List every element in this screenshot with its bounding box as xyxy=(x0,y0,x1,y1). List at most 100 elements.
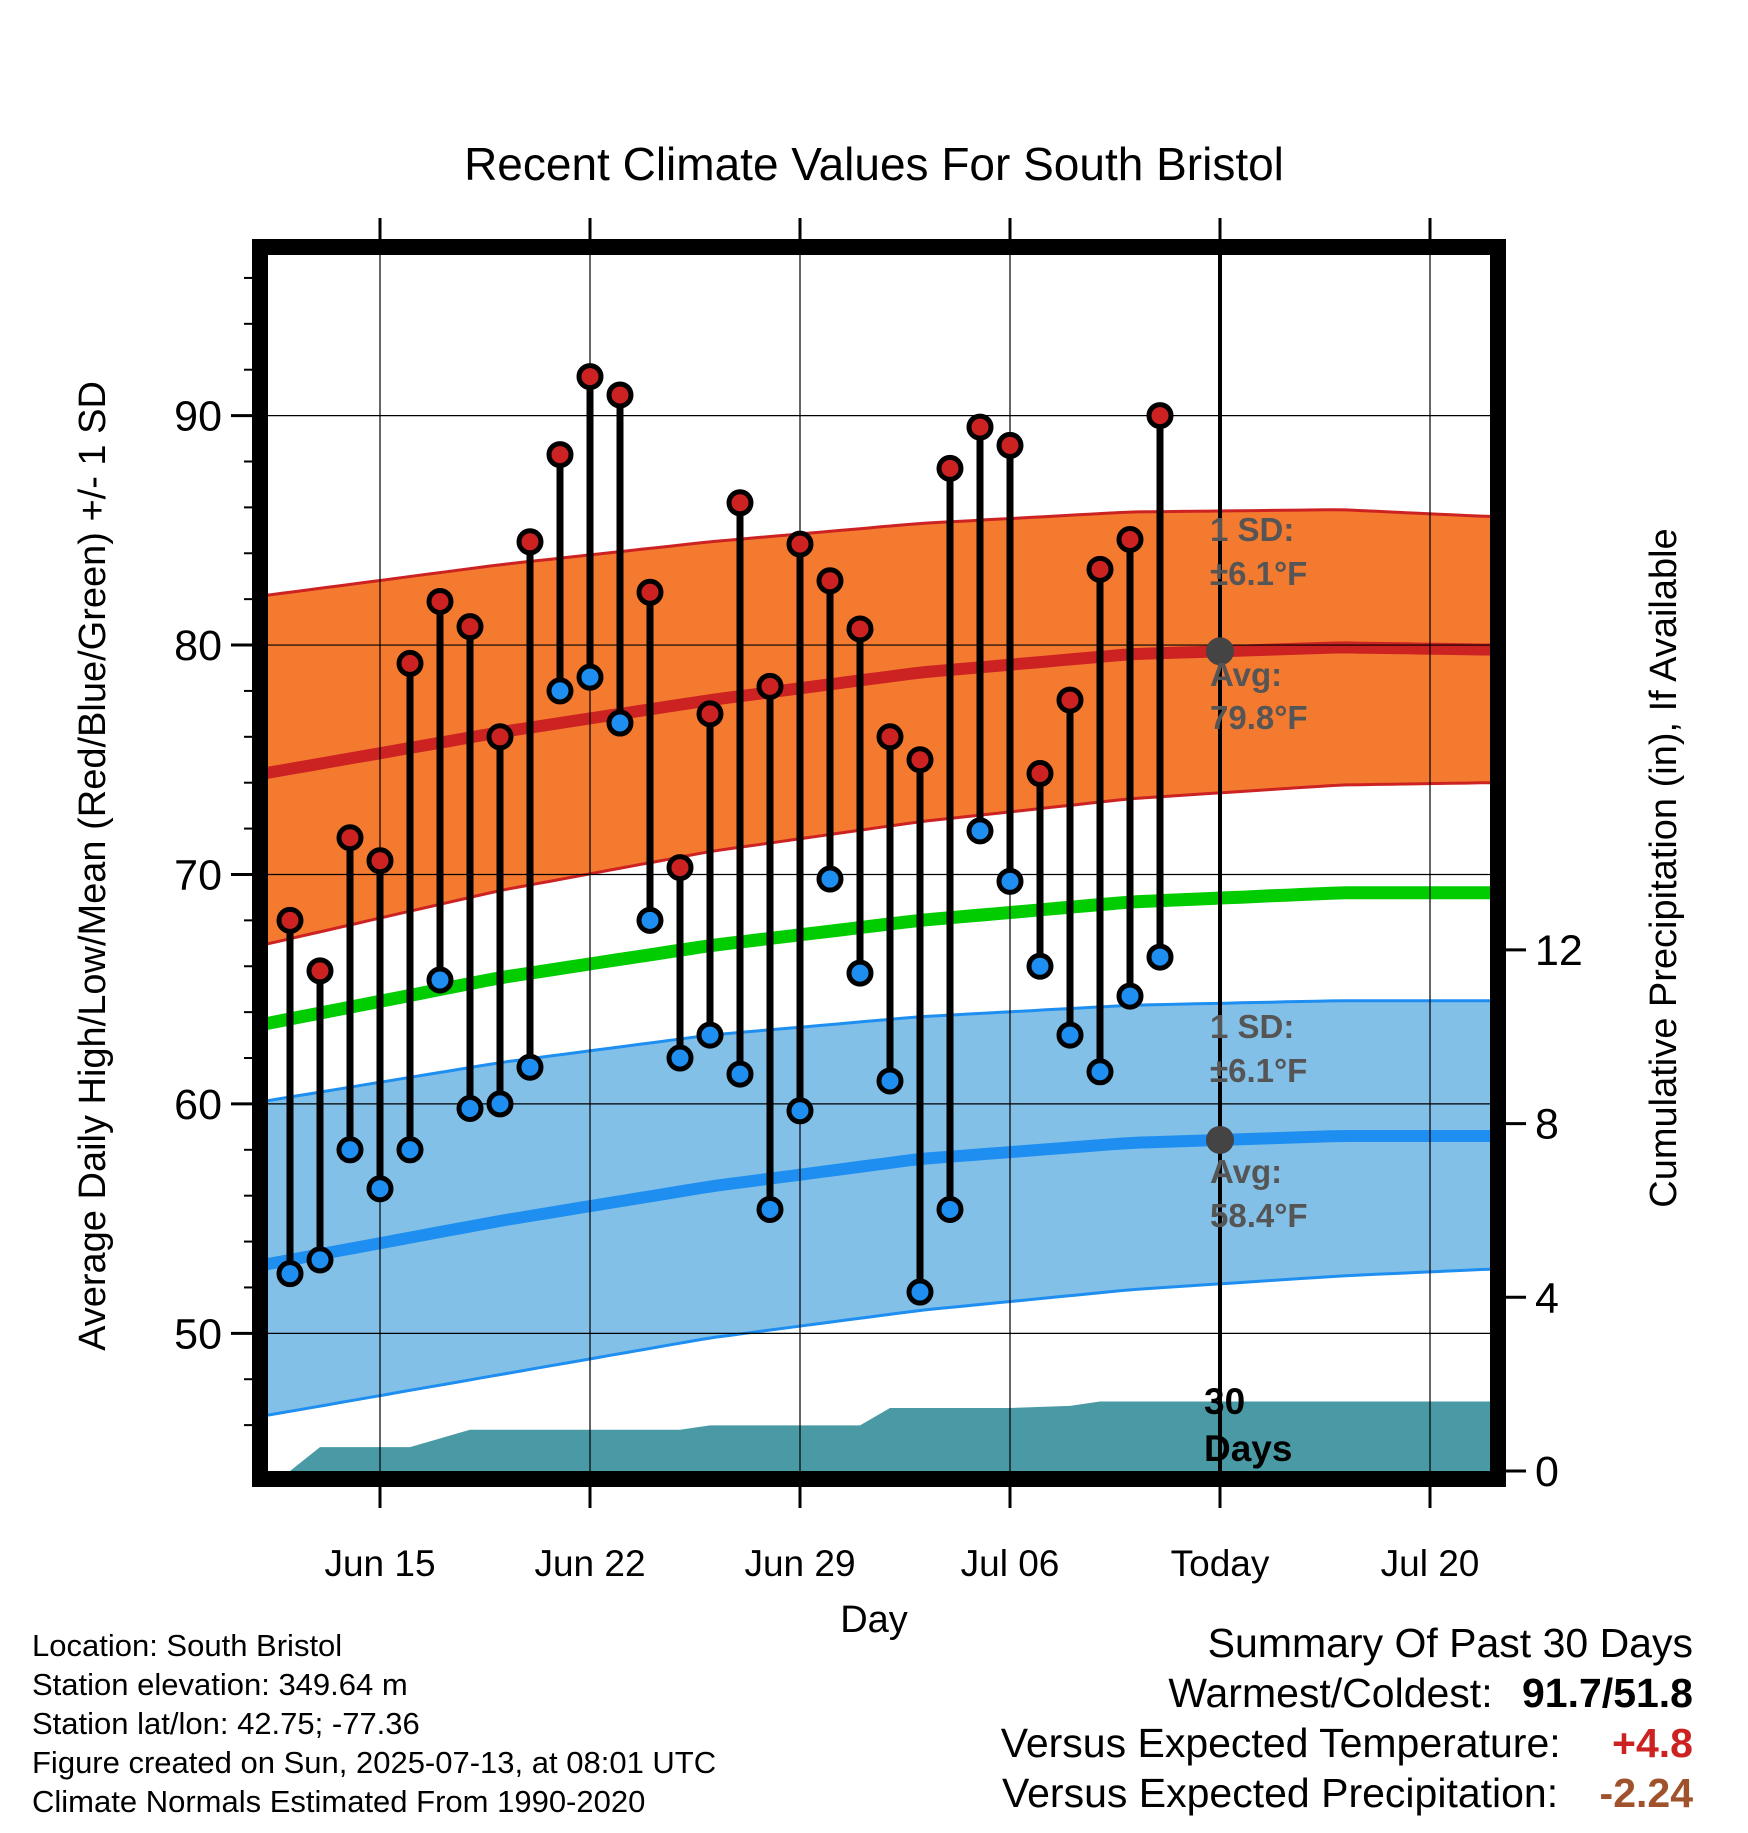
precip-label: Versus Expected Precipitation: xyxy=(1002,1770,1559,1816)
y-tick-label: 90 xyxy=(174,393,222,441)
high-sd-lower-edge xyxy=(268,781,1490,946)
low-sd-upper-edge xyxy=(268,999,1490,1103)
summary-title: Summary Of Past 30 Days xyxy=(1207,1620,1693,1666)
today-high-normal-marker xyxy=(1206,637,1234,666)
daily-low-marker xyxy=(606,709,634,737)
low-sd-lower-edge xyxy=(268,1267,1490,1417)
daily-high-marker xyxy=(756,672,784,700)
y-tick-label: 60 xyxy=(174,1081,222,1129)
y-axis-label: Average Daily High/Low/Mean (Red/Blue/Gr… xyxy=(72,381,114,1351)
today-low-normal-marker xyxy=(1206,1125,1234,1154)
chart-title: Recent Climate Values For South Bristol xyxy=(464,138,1284,190)
daily-low-marker xyxy=(1116,982,1144,1010)
low-avg-label: Avg: xyxy=(1210,1153,1282,1190)
daily-low-marker xyxy=(726,1060,754,1088)
low-avg-line xyxy=(268,1130,1490,1271)
daily-low-marker xyxy=(816,865,844,893)
days-count-number: 30 xyxy=(1204,1381,1245,1422)
daily-high-marker xyxy=(996,431,1024,459)
precip-area xyxy=(290,1401,1490,1471)
high-sd-value: ±6.1°F xyxy=(1210,555,1307,592)
y2-tick-label: 0 xyxy=(1535,1448,1559,1496)
daily-high-marker xyxy=(1146,402,1174,430)
daily-low-marker xyxy=(576,663,604,691)
daily-high-marker xyxy=(1116,525,1144,553)
daily-low-marker xyxy=(516,1053,544,1081)
daily-low-marker xyxy=(336,1136,364,1164)
y-tick-label: 70 xyxy=(174,851,222,899)
daily-high-marker xyxy=(576,363,604,391)
summary-temp: Versus Expected Temperature: +4.8 xyxy=(1001,1720,1693,1767)
daily-high-marker xyxy=(336,824,364,852)
warm-cold-value: 91.7/51.8 xyxy=(1522,1670,1693,1716)
precip-value: -2.24 xyxy=(1599,1770,1693,1816)
daily-low-marker xyxy=(666,1044,694,1072)
x-tick-label: Jul 06 xyxy=(961,1543,1060,1584)
daily-high-marker xyxy=(396,649,424,677)
x-tick-label: Jul 20 xyxy=(1381,1543,1480,1584)
x-tick-label: Jun 29 xyxy=(744,1543,855,1584)
high-avg-label: Avg: xyxy=(1210,656,1282,693)
daily-low-marker xyxy=(486,1090,514,1118)
daily-high-marker xyxy=(816,567,844,595)
daily-low-marker xyxy=(456,1094,484,1122)
daily-high-marker xyxy=(1056,686,1084,714)
daily-low-marker xyxy=(276,1260,304,1288)
daily-low-marker xyxy=(1146,943,1174,971)
y2-axis-label: Cumulative Precipitation (in), If Availa… xyxy=(1643,528,1685,1207)
high-sd-upper-edge xyxy=(268,508,1490,597)
y2-tick-label: 12 xyxy=(1535,927,1583,975)
daily-high-marker xyxy=(876,723,904,751)
x-axis-label: Day xyxy=(840,1599,908,1641)
y2-tick-label: 4 xyxy=(1535,1274,1559,1322)
daily-high-marker xyxy=(366,847,394,875)
daily-low-marker xyxy=(786,1097,814,1125)
temp-value: +4.8 xyxy=(1612,1720,1693,1766)
daily-high-marker xyxy=(546,441,574,469)
daily-high-marker xyxy=(636,578,664,606)
daily-high-marker xyxy=(606,381,634,409)
daily-high-marker xyxy=(306,957,334,985)
daily-low-marker xyxy=(756,1195,784,1223)
daily-high-marker xyxy=(456,613,484,641)
daily-high-marker xyxy=(906,746,934,774)
low-sd-label: 1 SD: xyxy=(1210,1008,1294,1045)
normals-text: Climate Normals Estimated From 1990-2020 xyxy=(32,1784,646,1819)
summary-precip: Versus Expected Precipitation: -2.24 xyxy=(1002,1770,1693,1817)
daily-low-marker xyxy=(966,817,994,845)
high-avg-line xyxy=(268,641,1490,779)
daily-high-marker xyxy=(846,615,874,643)
daily-high-marker xyxy=(486,723,514,751)
daily-low-marker xyxy=(846,959,874,987)
daily-low-marker xyxy=(426,966,454,994)
daily-high-marker xyxy=(666,854,694,882)
daily-high-marker xyxy=(516,528,544,556)
daily-high-marker xyxy=(1086,555,1114,583)
daily-low-marker xyxy=(876,1067,904,1095)
latlon-text: Station lat/lon: 42.75; -77.36 xyxy=(32,1706,420,1741)
plot-area xyxy=(268,255,1490,1471)
daily-high-marker xyxy=(426,587,454,615)
daily-high-marker xyxy=(1026,760,1054,788)
low-sd-value: ±6.1°F xyxy=(1210,1052,1307,1089)
x-tick-label: Today xyxy=(1171,1543,1270,1584)
daily-low-marker xyxy=(636,906,664,934)
y2-tick-label: 8 xyxy=(1535,1101,1559,1149)
high-avg-value: 79.8°F xyxy=(1210,699,1308,736)
daily-high-marker xyxy=(966,413,994,441)
daily-high-marker xyxy=(786,530,814,558)
y-tick-label: 80 xyxy=(174,622,222,670)
temp-label: Versus Expected Temperature: xyxy=(1000,1720,1561,1766)
daily-low-marker xyxy=(546,677,574,705)
summary-warm-cold: Warmest/Coldest: 91.7/51.8 xyxy=(1168,1670,1693,1717)
created-text: Figure created on Sun, 2025-07-13, at 08… xyxy=(32,1745,717,1780)
daily-low-marker xyxy=(1086,1058,1114,1086)
warm-cold-label: Warmest/Coldest: xyxy=(1168,1670,1493,1716)
daily-low-marker xyxy=(936,1195,964,1223)
daily-high-marker xyxy=(276,906,304,934)
y-tick-label: 50 xyxy=(174,1310,222,1358)
x-tick-label: Jun 22 xyxy=(534,1543,645,1584)
low-avg-value: 58.4°F xyxy=(1210,1197,1308,1234)
elevation-text: Station elevation: 349.64 m xyxy=(32,1667,408,1702)
